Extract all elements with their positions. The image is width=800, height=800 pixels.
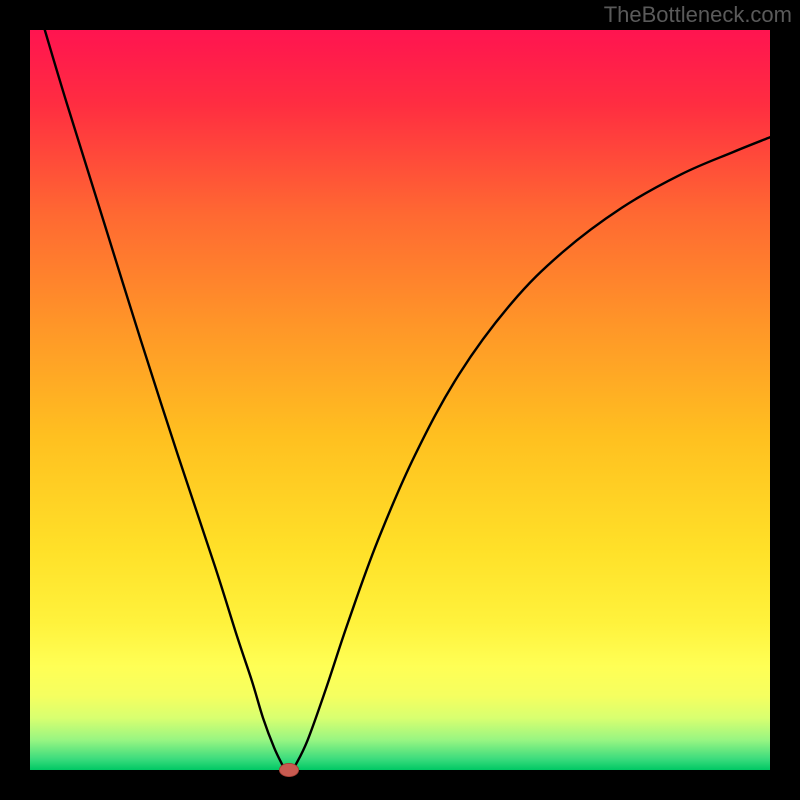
bottleneck-chart [0, 0, 800, 800]
minimum-marker [279, 763, 298, 776]
plot-area [30, 30, 770, 770]
chart-frame: TheBottleneck.com [0, 0, 800, 800]
watermark-text: TheBottleneck.com [604, 2, 792, 28]
